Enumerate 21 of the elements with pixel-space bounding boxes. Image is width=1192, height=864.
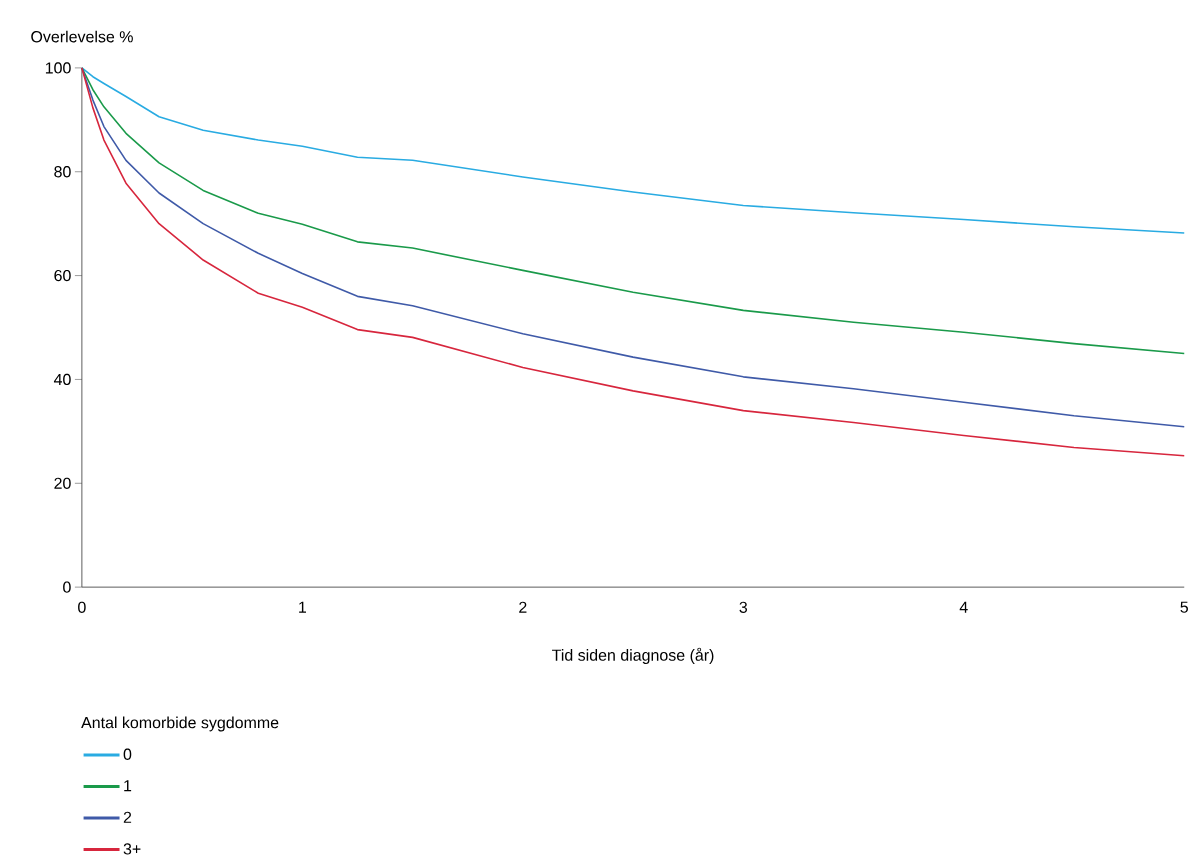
legend-label: 2 <box>123 811 132 823</box>
legend-label: 1 <box>124 780 132 792</box>
y-tick-label: 0 <box>63 581 71 593</box>
x-tick-label: 1 <box>299 601 307 613</box>
y-axis-title: Overlevelse % <box>31 30 133 43</box>
x-axis-title: Tid siden diagnose (år) <box>552 647 714 665</box>
y-tick-label: 100 <box>45 62 71 74</box>
line-series <box>81 67 1186 355</box>
legend-label: 3+ <box>123 843 141 855</box>
y-tick-label: 40 <box>53 373 71 386</box>
y-tick-label: 80 <box>54 166 71 178</box>
legend-title: Antal komorbide sygdomme <box>81 716 279 732</box>
x-tick-label: 4 <box>959 601 968 613</box>
y-tick-label: 20 <box>54 477 71 490</box>
x-tick-label: 3 <box>739 601 748 614</box>
x-tick-label: 2 <box>519 601 527 613</box>
line-series <box>81 67 1186 234</box>
x-tick-label: 0 <box>78 601 86 614</box>
x-tick-label: 5 <box>1180 601 1188 613</box>
legend-label: 0 <box>123 748 132 761</box>
y-tick-label: 60 <box>54 270 71 282</box>
